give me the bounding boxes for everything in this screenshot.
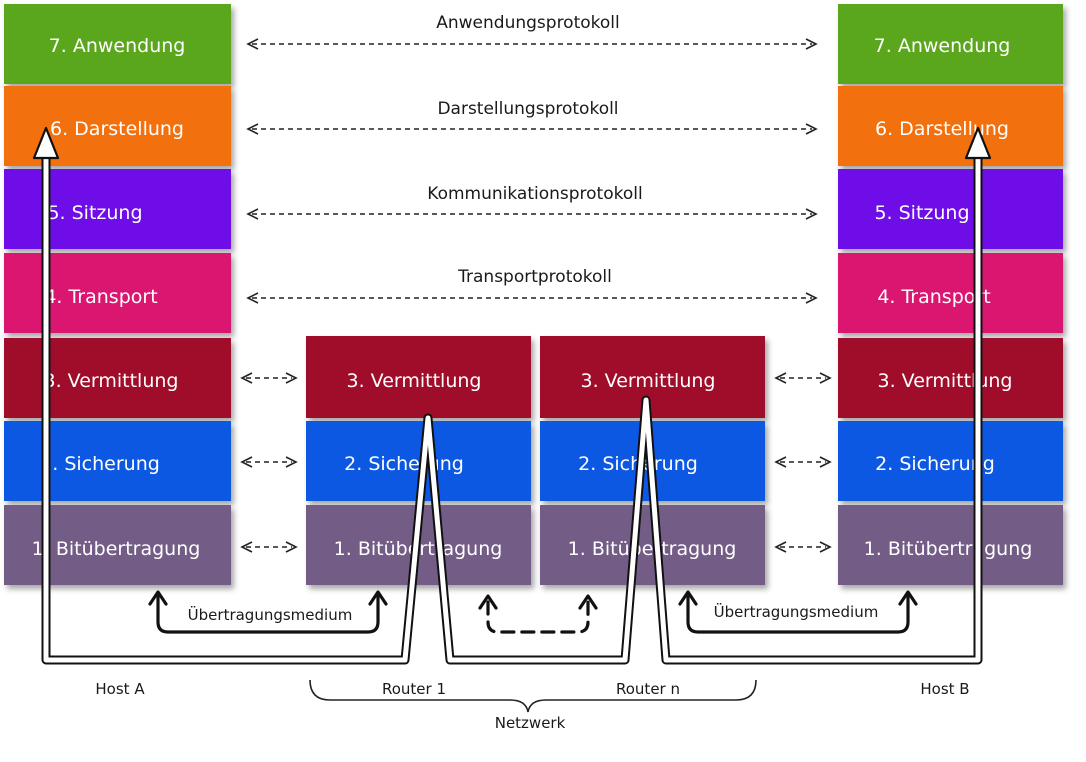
medium-arrow-dashed [486, 600, 590, 634]
host-a-layer-7 [4, 4, 231, 84]
host-b-layer-3 [838, 338, 1063, 418]
arrow-tip-left [246, 38, 259, 50]
host-b-layer-6-label: 6. Darstellung [875, 118, 1009, 140]
network-brace [309, 679, 757, 713]
host-b-layer-4 [838, 253, 1063, 333]
medium-label-left: Übertragungsmedium [188, 605, 353, 624]
arrow-tips [240, 541, 298, 553]
medium-label-right: Übertragungsmedium [714, 602, 879, 621]
router-n-layer-3 [540, 336, 765, 418]
arrow-tips [774, 456, 832, 468]
router-n-labels: 3. Vermittlung 2. Sicherung 1. Bitübertr… [568, 370, 737, 560]
host-a-layer-4-label: 4. Transport [44, 286, 157, 308]
host-b-stack [838, 4, 1063, 585]
presentation-protocol-label: Darstellungsprotokoll [437, 99, 618, 119]
host-b-layer-3-label: 3. Vermittlung [878, 370, 1013, 392]
medium-label-backdrop [172, 603, 368, 625]
router-1-caption: Router 1 [382, 680, 446, 698]
transport-protocol-label: Transportprotokoll [457, 267, 612, 287]
host-b-caption: Host B [920, 680, 969, 698]
router-1-layer-3-label: 3. Vermittlung [347, 370, 482, 392]
application-protocol-label: Anwendungsprotokoll [436, 13, 620, 33]
arrow-tip-right [805, 38, 818, 50]
host-b-layer-4-label: 4. Transport [877, 286, 990, 308]
host-b-layer-7 [838, 4, 1063, 84]
network-caption: Netzwerk [495, 714, 566, 732]
medium-arrow-tip [148, 590, 168, 606]
host-a-layer-1-label: 1. Bitübertragung [32, 538, 201, 560]
router-n-caption: Router n [616, 680, 680, 698]
medium-arrow-tip [578, 594, 598, 610]
short-peer-arrows [240, 372, 832, 553]
router-n-layer-3-label: 3. Vermittlung [581, 370, 716, 392]
host-b-layer-2-label: 2. Sicherung [875, 453, 995, 475]
transmission-medium-left: Übertragungsmedium [148, 590, 388, 634]
data-flow-line [43, 147, 981, 663]
medium-label-backdrop [698, 600, 894, 622]
host-b-layer-6 [838, 86, 1063, 166]
data-flow-path [32, 126, 992, 665]
medium-arrow-tip [478, 594, 498, 610]
host-b-layer-5-label: 5. Sitzung [874, 202, 969, 224]
data-flow-arrowhead-right [964, 126, 992, 160]
arrow-tip-right [805, 123, 818, 135]
arrow-tips [240, 372, 298, 384]
host-b-layer-1-label: 1. Bitübertragung [864, 538, 1033, 560]
router-1-layer-2-label: 2. Sicherung [344, 453, 464, 475]
host-a-layer-3-label: 3. Vermittlung [44, 370, 179, 392]
host-b-layer-2 [838, 421, 1063, 501]
medium-arrow-tip [368, 590, 388, 606]
router-1-layer-3 [306, 336, 531, 418]
arrow-tips [240, 456, 298, 468]
arrow-tip-right [805, 292, 818, 304]
host-a-layer-5-label: 5. Sitzung [47, 202, 142, 224]
captions: Host A Router 1 Router n Host B Netzwerk [95, 679, 970, 732]
arrow-tip-right [805, 208, 818, 220]
medium-arrow-tip [898, 590, 918, 606]
session-protocol-label: Kommunikationsprotokoll [427, 184, 642, 204]
host-a-layer-6-label: 6. Darstellung [50, 118, 184, 140]
host-a-labels: 7. Anwendung 6. Darstellung 5. Sitzung 4… [32, 35, 201, 560]
medium-arrow-tip [678, 590, 698, 606]
arrow-tips [774, 541, 832, 553]
host-b-layer-1 [838, 505, 1063, 585]
arrow-tip-left [246, 123, 259, 135]
host-a-caption: Host A [95, 680, 145, 698]
arrow-tip-left [246, 208, 259, 220]
data-flow-arrowhead-left [32, 126, 60, 160]
arrow-tip-left [246, 292, 259, 304]
medium-arrow-left [156, 594, 380, 634]
transmission-medium-middle [478, 594, 598, 634]
host-b-layer-5 [838, 169, 1063, 249]
medium-arrow-right [686, 594, 910, 634]
host-b-layer-7-label: 7. Anwendung [874, 35, 1011, 57]
host-a-layer-2-label: 2. Sicherung [40, 453, 160, 475]
router-n-layer-1-label: 1. Bitübertragung [568, 538, 737, 560]
peer-protocol-arrows: Anwendungsprotokoll Darstellungsprotokol… [246, 13, 818, 304]
host-a-layer-7-label: 7. Anwendung [49, 35, 186, 57]
transmission-medium-right: Übertragungsmedium [678, 590, 918, 634]
arrow-tips [774, 372, 832, 384]
